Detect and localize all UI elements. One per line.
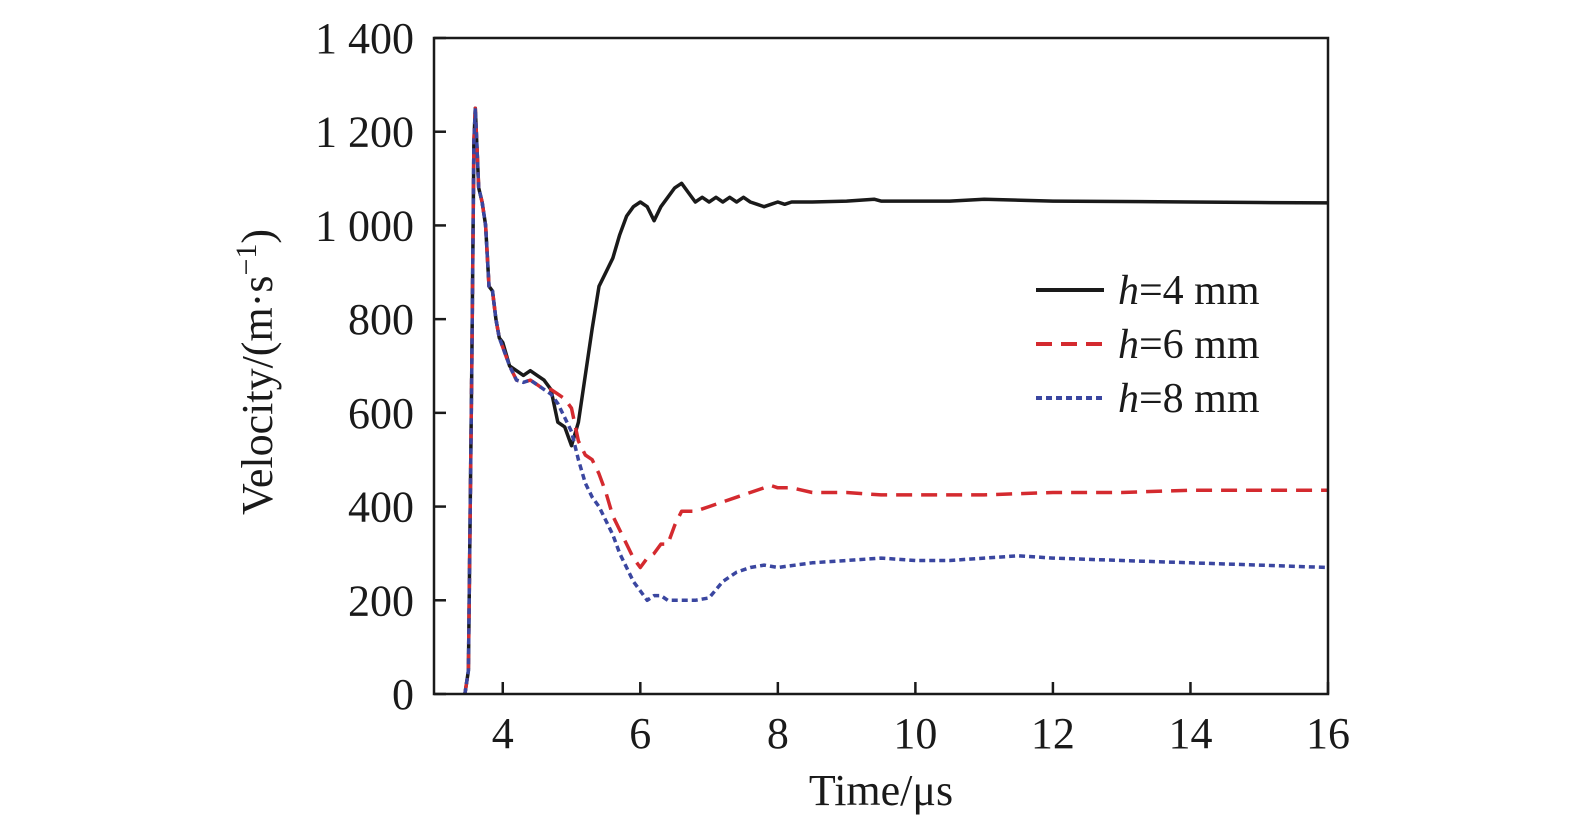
y-tick-label: 1 000 bbox=[315, 201, 414, 250]
legend-entry: h=6 mm bbox=[1118, 322, 1260, 368]
series-layer bbox=[463, 106, 1329, 695]
legend-entry-value: =4 mm bbox=[1139, 268, 1260, 314]
legend-entry-value: =8 mm bbox=[1139, 376, 1260, 422]
x-tick-label: 12 bbox=[1031, 709, 1075, 758]
y-axis-label: Velocity/(m·s−1) bbox=[230, 229, 282, 515]
y-tick-label: 1 400 bbox=[315, 14, 414, 63]
x-tick-label: 16 bbox=[1306, 709, 1350, 758]
x-tick-label: 6 bbox=[629, 709, 651, 758]
plot-frame bbox=[432, 36, 1330, 696]
legend-entry: h=4 mm bbox=[1118, 268, 1260, 314]
y-tick-label: 1 200 bbox=[315, 108, 414, 157]
y-tick-label: 0 bbox=[392, 670, 414, 719]
x-tick-label: 14 bbox=[1168, 709, 1212, 758]
x-axis-label: Time/μs bbox=[809, 766, 953, 815]
y-axis-label-superscript: −1 bbox=[230, 244, 263, 276]
x-tick-label: 4 bbox=[492, 709, 514, 758]
legend-entry: h=8 mm bbox=[1118, 376, 1260, 422]
ticks-layer: 4 6 8 10 12 14 16 0 200 400 600 800 1 000 1 200 1 400 bbox=[315, 14, 1350, 758]
x-tick-label: 8 bbox=[767, 709, 789, 758]
legend-entry-variable: h bbox=[1118, 268, 1139, 314]
series-line-2 bbox=[463, 106, 1328, 695]
y-tick-label: 400 bbox=[348, 483, 414, 532]
y-axis-label-main: Velocity/(m·s bbox=[233, 276, 282, 516]
y-tick-label: 800 bbox=[348, 295, 414, 344]
legend-entry-variable: h bbox=[1118, 322, 1139, 368]
legend-entry-value: =6 mm bbox=[1139, 322, 1260, 368]
legend-entry-variable: h bbox=[1118, 376, 1139, 422]
legend: h=4 mmh=6 mmh=8 mm bbox=[1036, 268, 1260, 422]
y-tick-label: 600 bbox=[348, 389, 414, 438]
y-axis-label-close: ) bbox=[233, 229, 282, 244]
y-tick-label: 200 bbox=[348, 576, 414, 625]
x-tick-label: 10 bbox=[893, 709, 937, 758]
